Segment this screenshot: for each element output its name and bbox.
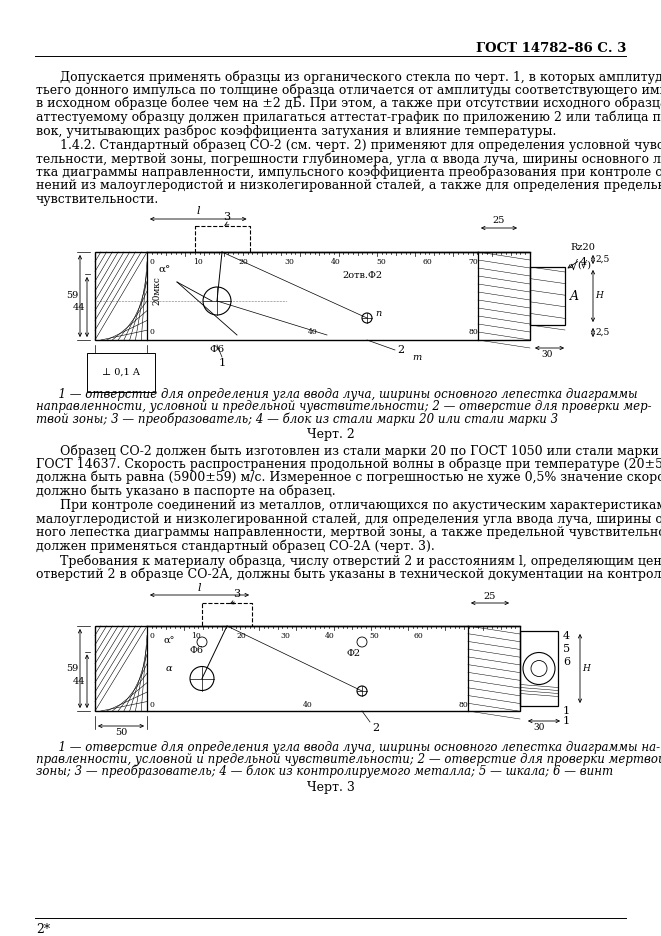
Text: 30: 30 <box>533 723 545 732</box>
Text: должна быть равна (5900±59) м/с. Измеренное с погрешностью не хуже 0,5% значение: должна быть равна (5900±59) м/с. Измерен… <box>36 471 661 485</box>
Text: 60: 60 <box>422 258 432 266</box>
Text: m: m <box>412 354 421 362</box>
Text: 10: 10 <box>193 258 203 266</box>
Text: 59: 59 <box>65 664 78 673</box>
Text: малоуглеродистой и низколегированной сталей, для определения угла ввода луча, ши: малоуглеродистой и низколегированной ста… <box>36 513 661 525</box>
Text: 44: 44 <box>73 677 85 686</box>
Text: 2,5: 2,5 <box>595 255 609 264</box>
Text: ГОСТ 14637. Скорость распространения продольной волны в образце при температуре : ГОСТ 14637. Скорость распространения про… <box>36 458 661 471</box>
Text: α: α <box>166 664 173 673</box>
Text: зоны; 3 — преобразователь; 4 — блок из контролируемого металла; 5 — шкала; 6 — в: зоны; 3 — преобразователь; 4 — блок из к… <box>36 765 613 779</box>
Text: 0: 0 <box>149 258 155 266</box>
Text: 40: 40 <box>325 632 334 640</box>
Text: (√): (√) <box>577 260 591 270</box>
Text: 70: 70 <box>468 258 478 266</box>
Text: l: l <box>198 583 201 593</box>
Text: 0: 0 <box>149 328 155 336</box>
Text: в исходном образце более чем на ±2 дБ. При этом, а также при отсутствии исходног: в исходном образце более чем на ±2 дБ. П… <box>36 97 661 110</box>
Text: 1: 1 <box>563 706 570 716</box>
Text: 44: 44 <box>73 302 85 312</box>
Text: тельности, мертвой зоны, погрешности глубиномера, угла α ввода луча, ширины осно: тельности, мертвой зоны, погрешности глу… <box>36 152 661 166</box>
Text: 6: 6 <box>563 657 570 667</box>
Text: 40: 40 <box>307 328 317 336</box>
Text: 3: 3 <box>223 212 231 222</box>
Text: должно быть указано в паспорте на образец.: должно быть указано в паспорте на образе… <box>36 485 336 498</box>
Text: 30: 30 <box>280 632 290 640</box>
Text: 25: 25 <box>493 216 505 225</box>
Text: 10: 10 <box>192 632 202 640</box>
Text: 20: 20 <box>236 632 246 640</box>
Text: 5: 5 <box>563 644 570 654</box>
Text: направленности, условной и предельной чувствительности; 2 — отверстие для провер: направленности, условной и предельной чу… <box>36 400 652 413</box>
Bar <box>95 626 520 711</box>
Text: чувствительности.: чувствительности. <box>36 193 159 206</box>
Text: 30: 30 <box>285 258 295 266</box>
Bar <box>530 267 565 325</box>
Text: 2: 2 <box>397 345 404 355</box>
Text: тьего донного импульса по толщине образца отличается от амплитуды соответствующе: тьего донного импульса по толщине образц… <box>36 83 661 97</box>
Text: 25: 25 <box>484 592 496 601</box>
Text: отверстий 2 в образце СО-2А, должны быть указаны в технической документации на к: отверстий 2 в образце СО-2А, должны быть… <box>36 567 661 581</box>
Text: 20: 20 <box>239 258 249 266</box>
Text: Φ6: Φ6 <box>190 646 204 655</box>
Text: 40: 40 <box>330 258 340 266</box>
Text: Требования к материалу образца, числу отверстий 2 и расстояниям l, определяющим : Требования к материалу образца, числу от… <box>36 554 661 567</box>
Text: Φ2: Φ2 <box>347 649 361 658</box>
Text: l: l <box>196 206 200 216</box>
Text: 60: 60 <box>414 632 424 640</box>
Text: α°: α° <box>159 266 171 274</box>
Text: Допускается применять образцы из органического стекла по черт. 1, в которых ампл: Допускается применять образцы из органич… <box>36 70 661 83</box>
Text: нений из малоуглеродистой и низколегированной сталей, а также для определения пр: нений из малоуглеродистой и низколегиров… <box>36 179 661 192</box>
Text: 1: 1 <box>563 716 570 726</box>
Text: 0: 0 <box>149 701 155 709</box>
Text: 40: 40 <box>303 701 313 709</box>
Text: 50: 50 <box>376 258 386 266</box>
Text: 30: 30 <box>542 350 553 359</box>
Text: 50: 50 <box>115 728 127 737</box>
Text: 1.4.2. Стандартный образец СО-2 (см. черт. 2) применяют для определения условной: 1.4.2. Стандартный образец СО-2 (см. чер… <box>36 139 661 152</box>
Text: 2: 2 <box>372 723 379 733</box>
Text: 2*: 2* <box>36 923 50 936</box>
Text: 3: 3 <box>233 589 241 599</box>
Text: α°: α° <box>163 636 175 646</box>
Text: 4: 4 <box>563 631 570 641</box>
Text: 59: 59 <box>65 291 78 300</box>
Text: n: n <box>375 309 381 317</box>
Text: Образец СО-2 должен быть изготовлен из стали марки 20 по ГОСТ 1050 или стали мар: Образец СО-2 должен быть изготовлен из с… <box>36 444 661 458</box>
Text: вок, учитывающих разброс коэффициента затухания и влияние температуры.: вок, учитывающих разброс коэффициента за… <box>36 124 557 138</box>
Text: тка диаграммы направленности, импульсного коэффициента преобразования при контро: тка диаграммы направленности, импульсног… <box>36 166 661 179</box>
Bar <box>520 631 558 706</box>
Text: 20мкс: 20мкс <box>153 276 161 305</box>
Text: аттестуемому образцу должен прилагаться аттестат-график по приложению 2 или табл: аттестуемому образцу должен прилагаться … <box>36 110 661 124</box>
Text: 1 — отверстие для определения угла ввода луча, ширины основного лепестка диаграм: 1 — отверстие для определения угла ввода… <box>36 741 660 754</box>
Text: ГОСТ 14782–86 С. 3: ГОСТ 14782–86 С. 3 <box>476 42 626 55</box>
Text: должен применяться стандартный образец СО-2А (черт. 3).: должен применяться стандартный образец С… <box>36 539 435 553</box>
Text: Черт. 2: Черт. 2 <box>307 428 354 441</box>
Text: 2отв.Φ2: 2отв.Φ2 <box>342 271 382 281</box>
Text: A: A <box>570 289 579 302</box>
Text: При контроле соединений из металлов, отличающихся по акустическим характеристика: При контроле соединений из металлов, отл… <box>36 499 661 512</box>
Text: H: H <box>595 291 603 300</box>
Text: 50: 50 <box>115 357 127 366</box>
Text: 4: 4 <box>580 257 587 267</box>
Text: твой зоны; 3 — преобразователь; 4 — блок из стали марки 20 или стали марки 3: твой зоны; 3 — преобразователь; 4 — блок… <box>36 412 558 426</box>
Text: H: H <box>582 664 590 673</box>
Text: Rz20: Rz20 <box>570 243 595 252</box>
Text: ного лепестка диаграммы направленности, мертвой зоны, а также предельной чувстви: ного лепестка диаграммы направленности, … <box>36 526 661 539</box>
Bar <box>95 252 530 340</box>
Text: 80: 80 <box>458 701 468 709</box>
Text: 80: 80 <box>468 328 478 336</box>
Text: 2,5: 2,5 <box>595 328 609 337</box>
Text: ⊥ 0,1 A: ⊥ 0,1 A <box>102 368 140 377</box>
Text: 1: 1 <box>218 358 225 368</box>
Text: √: √ <box>570 260 578 273</box>
Text: 0: 0 <box>149 632 155 640</box>
Text: 50: 50 <box>369 632 379 640</box>
Text: Черт. 3: Черт. 3 <box>307 781 354 794</box>
Text: Φ6: Φ6 <box>210 345 225 354</box>
Text: 1 — отверстие для определения угла ввода луча, ширины основного лепестка диаграм: 1 — отверстие для определения угла ввода… <box>36 388 638 401</box>
Text: правленности, условной и предельной чувствительности; 2 — отверстие для проверки: правленности, условной и предельной чувс… <box>36 753 661 766</box>
